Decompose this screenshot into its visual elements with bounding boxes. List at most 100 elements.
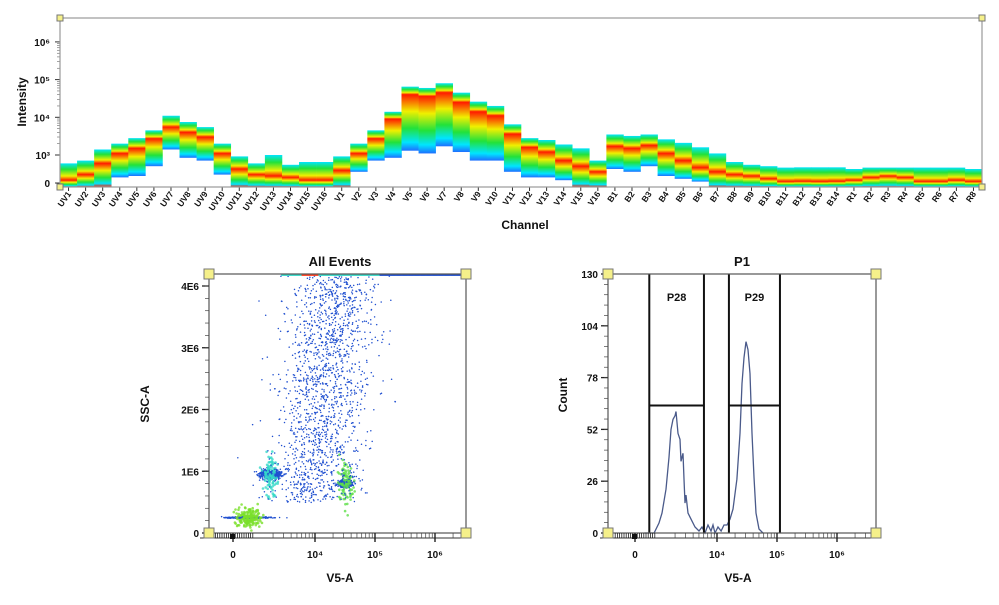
scatter-point <box>317 474 320 477</box>
scatter-point <box>298 356 301 358</box>
scatter-point <box>336 448 338 450</box>
scatter-point <box>315 465 318 468</box>
channel-tick-label: V9 <box>469 189 483 203</box>
scatter-point <box>347 345 350 348</box>
scatter-point <box>349 470 352 472</box>
resize-handle[interactable] <box>978 183 986 191</box>
scatter-point <box>310 402 312 405</box>
scatter-point <box>375 323 378 326</box>
scatter-point <box>277 373 280 376</box>
scatter-point <box>322 298 324 300</box>
resize-handle[interactable] <box>56 14 64 22</box>
scatter-point <box>321 449 324 452</box>
scatter-point-dense <box>265 450 268 454</box>
resize-handle[interactable] <box>56 183 64 191</box>
scatter-point <box>323 496 326 498</box>
channel-band-R7 <box>947 167 966 187</box>
gate-P29[interactable]: P29 <box>727 274 781 533</box>
scatter-point <box>338 396 341 398</box>
scatter-point <box>304 453 306 456</box>
resize-handle[interactable] <box>203 268 215 280</box>
resize-handle[interactable] <box>978 14 986 22</box>
scatter-point <box>293 487 295 489</box>
resize-handle[interactable] <box>460 527 472 539</box>
resize-handle[interactable] <box>870 527 882 539</box>
scatter-point <box>315 468 317 470</box>
scatter-point <box>319 449 322 451</box>
channel-band-UV14 <box>281 164 300 187</box>
scatter-point <box>329 290 331 293</box>
scatter-point <box>334 383 337 385</box>
scatter-point <box>270 453 273 455</box>
channel-tick-label: B10 <box>756 189 773 208</box>
scatter-point <box>321 490 323 492</box>
histogram: P1 V5-A Count P28 P29 0 10⁴ 10⁵ 10⁶026527810… <box>556 254 882 585</box>
scatter-point <box>328 354 330 357</box>
scatter-point <box>363 372 366 374</box>
scatter-point <box>323 485 326 487</box>
scatter-point <box>325 348 327 350</box>
scatter-point <box>322 375 325 378</box>
scatter-point <box>287 464 289 467</box>
scatter-point <box>345 287 347 289</box>
scatter-point <box>332 407 335 409</box>
scatter-point <box>301 450 304 453</box>
scatter-point <box>365 282 367 284</box>
resize-handle[interactable] <box>870 268 882 280</box>
channel-band-B12 <box>794 167 812 187</box>
scatter-point <box>341 428 343 430</box>
scatter-point-dense <box>276 482 280 485</box>
resize-handle[interactable] <box>602 527 614 539</box>
scatter-point <box>310 316 313 319</box>
scatter-point <box>280 471 282 473</box>
resize-handle[interactable] <box>460 268 472 280</box>
scatter-point <box>281 483 284 486</box>
scatter-point <box>316 324 319 327</box>
scatter-point <box>290 491 293 494</box>
scatter-point <box>309 337 312 340</box>
scatter-point <box>331 496 334 499</box>
resize-handle[interactable] <box>203 527 215 539</box>
scatter-point <box>316 454 319 456</box>
scatter-point <box>334 302 337 304</box>
scatter-point <box>339 453 342 455</box>
scatter-point-dense <box>254 510 258 513</box>
scatter-point <box>320 438 323 441</box>
scatter-point <box>314 464 316 466</box>
scatter-point-dense <box>244 525 247 528</box>
scatter-point <box>329 446 332 449</box>
scatter-point <box>319 482 321 484</box>
scatter-point <box>295 483 297 485</box>
scatter-point <box>295 417 298 419</box>
scatter-point <box>310 461 312 463</box>
scatter-point <box>308 419 310 422</box>
resize-handle[interactable] <box>602 268 614 280</box>
scatter-point <box>265 517 268 519</box>
gate-P28[interactable]: P28 <box>648 274 705 533</box>
scatter-point <box>295 456 298 459</box>
channel-band-V5 <box>401 86 419 151</box>
scatter-point <box>302 487 304 489</box>
scatter-point-dense <box>250 510 253 514</box>
scatter-point <box>299 316 301 318</box>
scatter-point <box>316 376 319 379</box>
scatter-point <box>313 450 315 452</box>
scatter-point <box>346 388 349 390</box>
scatter-point <box>334 299 336 301</box>
scatter-point-dense <box>351 492 354 496</box>
scatter-point <box>349 415 351 418</box>
scatter-point <box>335 385 338 387</box>
scatter-point <box>305 306 308 308</box>
scatter-point <box>277 475 280 477</box>
scatter-point <box>320 334 322 337</box>
scatter-point <box>334 317 336 319</box>
scatter-point <box>285 397 288 399</box>
scatter-point <box>301 455 303 458</box>
scatter-point <box>344 383 347 386</box>
scatter-point <box>320 464 323 467</box>
scatter-point <box>311 302 313 305</box>
scatter-point <box>335 313 338 315</box>
scatter-point <box>307 327 309 329</box>
scatter-point <box>316 368 318 371</box>
scatter-point-dense <box>251 506 254 510</box>
